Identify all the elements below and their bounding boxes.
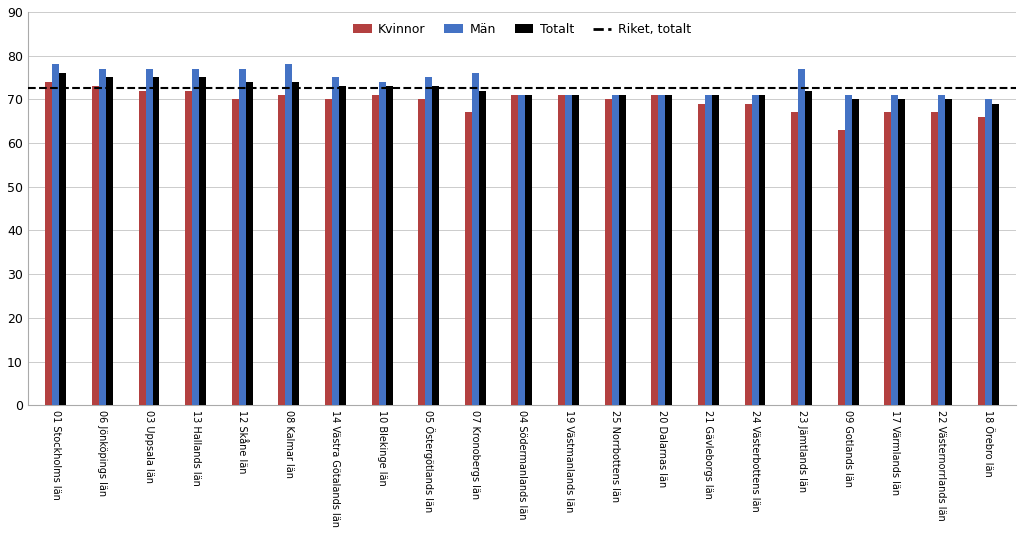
- Bar: [978, 117, 984, 405]
- Bar: [658, 95, 665, 405]
- Bar: [285, 65, 293, 405]
- Bar: [752, 95, 758, 405]
- Bar: [278, 95, 285, 405]
- Bar: [379, 82, 386, 405]
- Bar: [791, 113, 798, 405]
- Bar: [145, 69, 152, 405]
- Bar: [559, 95, 565, 405]
- Bar: [984, 99, 991, 405]
- Bar: [45, 82, 52, 405]
- Bar: [426, 77, 432, 405]
- Bar: [991, 104, 998, 405]
- Bar: [246, 82, 253, 405]
- Bar: [945, 99, 952, 405]
- Bar: [332, 77, 339, 405]
- Bar: [805, 91, 812, 405]
- Bar: [192, 69, 199, 405]
- Bar: [898, 99, 905, 405]
- Bar: [698, 104, 705, 405]
- Bar: [92, 86, 99, 405]
- Bar: [238, 69, 246, 405]
- Bar: [325, 99, 332, 405]
- Bar: [938, 95, 945, 405]
- Bar: [838, 130, 845, 405]
- Bar: [106, 77, 113, 405]
- Bar: [432, 86, 439, 405]
- Bar: [59, 73, 66, 405]
- Bar: [99, 69, 106, 405]
- Bar: [884, 113, 891, 405]
- Bar: [852, 99, 858, 405]
- Bar: [464, 113, 472, 405]
- Bar: [152, 77, 160, 405]
- Bar: [652, 95, 658, 405]
- Bar: [339, 86, 346, 405]
- Bar: [705, 95, 712, 405]
- Bar: [612, 95, 619, 405]
- Bar: [418, 99, 426, 405]
- Bar: [371, 95, 379, 405]
- Bar: [293, 82, 300, 405]
- Bar: [665, 95, 672, 405]
- Bar: [138, 91, 145, 405]
- Legend: Kvinnor, Män, Totalt, Riket, totalt: Kvinnor, Män, Totalt, Riket, totalt: [348, 18, 696, 41]
- Bar: [712, 95, 719, 405]
- Bar: [798, 69, 805, 405]
- Bar: [232, 99, 238, 405]
- Bar: [52, 65, 59, 405]
- Bar: [512, 95, 519, 405]
- Bar: [479, 91, 486, 405]
- Bar: [472, 73, 479, 405]
- Bar: [185, 91, 192, 405]
- Bar: [199, 77, 206, 405]
- Bar: [572, 95, 579, 405]
- Bar: [758, 95, 765, 405]
- Bar: [526, 95, 532, 405]
- Bar: [619, 95, 626, 405]
- Bar: [605, 99, 612, 405]
- Bar: [565, 95, 572, 405]
- Bar: [519, 95, 526, 405]
- Bar: [386, 86, 393, 405]
- Bar: [745, 104, 752, 405]
- Bar: [931, 113, 938, 405]
- Bar: [891, 95, 898, 405]
- Bar: [845, 95, 852, 405]
